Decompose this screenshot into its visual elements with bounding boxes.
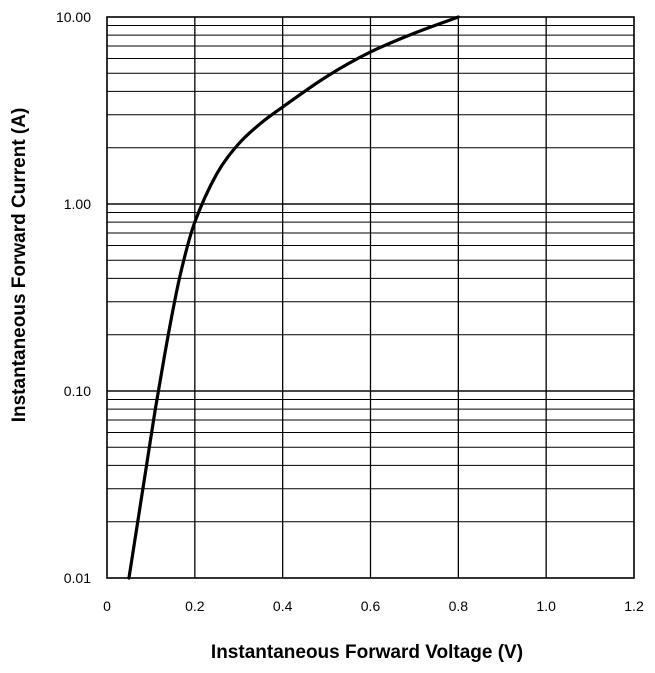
forward-current-curve	[127, 15, 460, 580]
curve-layer	[127, 15, 460, 580]
y-axis-title: Instantaneous Forward Current (A)	[9, 108, 30, 423]
x-tick-label: 0.2	[185, 598, 205, 614]
y-tick-labels: 0.01 0.10 1.00 10.00	[56, 9, 91, 586]
y-tick-label: 0.01	[64, 570, 91, 586]
y-tick-label: 0.10	[64, 383, 91, 399]
plot-frame	[106, 16, 635, 579]
x-tick-label: 0.4	[273, 598, 293, 614]
x-tick-labels: 0 0.2 0.4 0.6 0.8 1.0 1.2	[103, 598, 644, 614]
y-tick-label: 10.00	[56, 9, 91, 25]
y-tick-label: 1.00	[64, 196, 91, 212]
grid-layer	[107, 17, 634, 578]
x-tick-label: 0	[103, 598, 111, 614]
x-axis-title: Instantaneous Forward Voltage (V)	[211, 642, 523, 663]
x-tick-label: 0.6	[361, 598, 381, 614]
x-tick-label: 1.2	[624, 598, 644, 614]
x-tick-label: 0.8	[449, 598, 469, 614]
x-tick-label: 1.0	[536, 598, 556, 614]
